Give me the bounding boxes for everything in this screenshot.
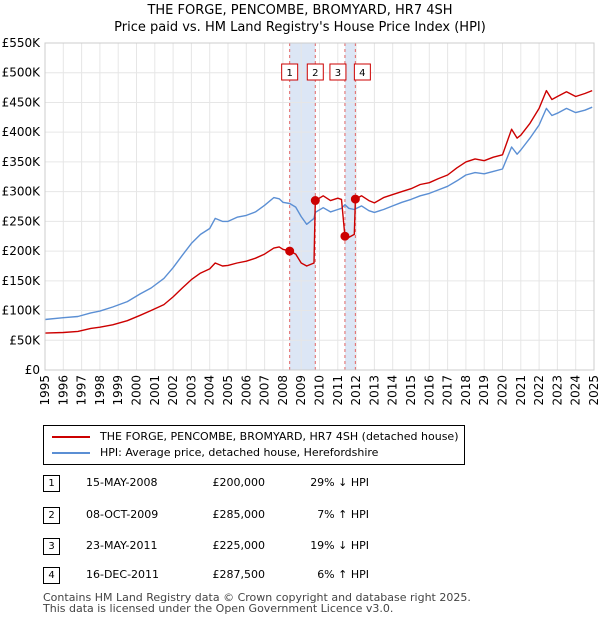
x-tick-label: 2000 — [130, 375, 144, 406]
sale-point — [310, 196, 320, 206]
sale-hpi-delta: 6% ↑ HPI — [317, 568, 369, 581]
sale-point — [285, 246, 295, 256]
sale-hpi-delta: 7% ↑ HPI — [317, 508, 369, 521]
footer: Contains HM Land Registry data © Crown c… — [43, 592, 471, 614]
sale-price: £200,000 — [212, 476, 266, 489]
x-tick-label: 2016 — [422, 375, 436, 406]
sale-point — [350, 194, 360, 204]
y-tick-label: £200K — [2, 244, 42, 258]
sale-label-number: 2 — [312, 68, 318, 79]
y-tick-label: £350K — [2, 155, 42, 169]
y-tick-label: £550K — [2, 36, 42, 50]
sale-label-box — [353, 63, 371, 81]
series-line — [44, 89, 593, 334]
sale-date: 08-OCT-2009 — [86, 508, 159, 521]
y-tick-label: £100K — [2, 304, 42, 318]
chart-title: THE FORGE, PENCOMBE, BROMYARD, HR7 4SH — [147, 3, 453, 18]
sale-number-badge: 3 — [43, 538, 60, 555]
x-tick-label: 2013 — [367, 375, 381, 406]
sale-date: 23-MAY-2011 — [86, 539, 158, 552]
footer-line-1: Contains HM Land Registry data © Crown c… — [43, 591, 471, 604]
sale-point — [340, 231, 350, 241]
sale-number-badge: 1 — [43, 475, 60, 492]
legend-label-hpi: HPI: Average price, detached house, Here… — [100, 446, 379, 459]
x-tick-label: 2019 — [477, 375, 491, 406]
sale-label-box — [281, 63, 299, 81]
sale-price: £285,000 — [212, 508, 266, 521]
series-line — [44, 106, 593, 321]
sale-price: £287,500 — [212, 568, 266, 581]
sale-label-number: 1 — [286, 68, 292, 79]
legend: THE FORGE, PENCOMBE, BROMYARD, HR7 4SH (… — [43, 425, 465, 465]
sale-label-box — [306, 63, 324, 81]
legend-swatch-red — [52, 436, 90, 438]
footer-line-2: This data is licensed under the Open Gov… — [43, 602, 394, 615]
sale-date: 16-DEC-2011 — [86, 568, 160, 581]
table-row: 3 23-MAY-2011 £225,000 19% ↓ HPI — [0, 538, 600, 558]
y-tick-label: £150K — [2, 274, 42, 288]
x-tick-label: 2014 — [386, 375, 400, 406]
table-row: 1 15-MAY-2008 £200,000 29% ↓ HPI — [0, 475, 600, 495]
y-tick-label: £250K — [2, 214, 42, 228]
y-tick-label: £400K — [2, 125, 42, 139]
x-tick-label: 2023 — [550, 375, 564, 406]
y-tick-label: £450K — [2, 95, 42, 109]
sale-hpi-delta: 29% ↓ HPI — [310, 476, 369, 489]
legend-swatch-blue — [52, 452, 90, 454]
y-tick-label: £0 — [25, 363, 40, 377]
chart-subtitle: Price paid vs. HM Land Registry's House … — [114, 20, 486, 35]
y-tick-label: £50K — [9, 333, 41, 347]
sale-interval-shade — [344, 43, 356, 370]
x-tick-label: 2017 — [441, 375, 455, 406]
x-tick-label: 1996 — [56, 375, 70, 406]
sale-label-number: 4 — [359, 68, 365, 79]
x-tick-label: 2024 — [569, 375, 583, 406]
x-tick-label: 2004 — [203, 375, 217, 406]
x-tick-label: 2005 — [221, 375, 235, 406]
x-tick-label: 2015 — [404, 375, 418, 406]
price-chart: 1 2 3 4 £0 £50K £100K £150K £200K £250K £300K £350K… — [2, 36, 600, 406]
x-tick-label: 2001 — [148, 375, 162, 406]
x-tick-label: 2003 — [184, 375, 198, 406]
x-tick-label: 2025 — [587, 375, 600, 406]
sale-number-badge: 4 — [43, 567, 60, 584]
x-tick-label: 2010 — [313, 375, 327, 406]
sale-label-box — [329, 63, 347, 81]
x-tick-label: 2006 — [239, 375, 253, 406]
table-row: 4 16-DEC-2011 £287,500 6% ↑ HPI — [0, 567, 600, 587]
y-tick-label: £500K — [2, 66, 42, 80]
x-tick-label: 2008 — [276, 375, 290, 406]
x-tick-label: 2007 — [258, 375, 272, 406]
x-tick-label: 1999 — [111, 375, 125, 406]
x-tick-label: 1995 — [38, 375, 52, 406]
sale-number-badge: 2 — [43, 507, 60, 524]
legend-label-property: THE FORGE, PENCOMBE, BROMYARD, HR7 4SH (… — [100, 430, 459, 443]
x-tick-label: 2009 — [294, 375, 308, 406]
sale-date: 15-MAY-2008 — [86, 476, 158, 489]
x-tick-label: 2020 — [496, 375, 510, 406]
x-tick-label: 2022 — [532, 375, 546, 406]
x-tick-label: 2011 — [331, 375, 345, 406]
x-tick-label: 1998 — [93, 375, 107, 406]
x-tick-label: 2002 — [166, 375, 180, 406]
y-tick-label: £300K — [2, 185, 42, 199]
x-tick-label: 2021 — [514, 375, 528, 406]
table-row: 2 08-OCT-2009 £285,000 7% ↑ HPI — [0, 507, 600, 527]
sale-label-number: 3 — [335, 68, 341, 79]
sale-hpi-delta: 19% ↓ HPI — [310, 539, 369, 552]
x-tick-label: 1997 — [75, 375, 89, 406]
x-tick-label: 2018 — [459, 375, 473, 406]
x-tick-label: 2012 — [349, 375, 363, 406]
sale-price: £225,000 — [212, 539, 266, 552]
plot-border — [44, 42, 595, 371]
